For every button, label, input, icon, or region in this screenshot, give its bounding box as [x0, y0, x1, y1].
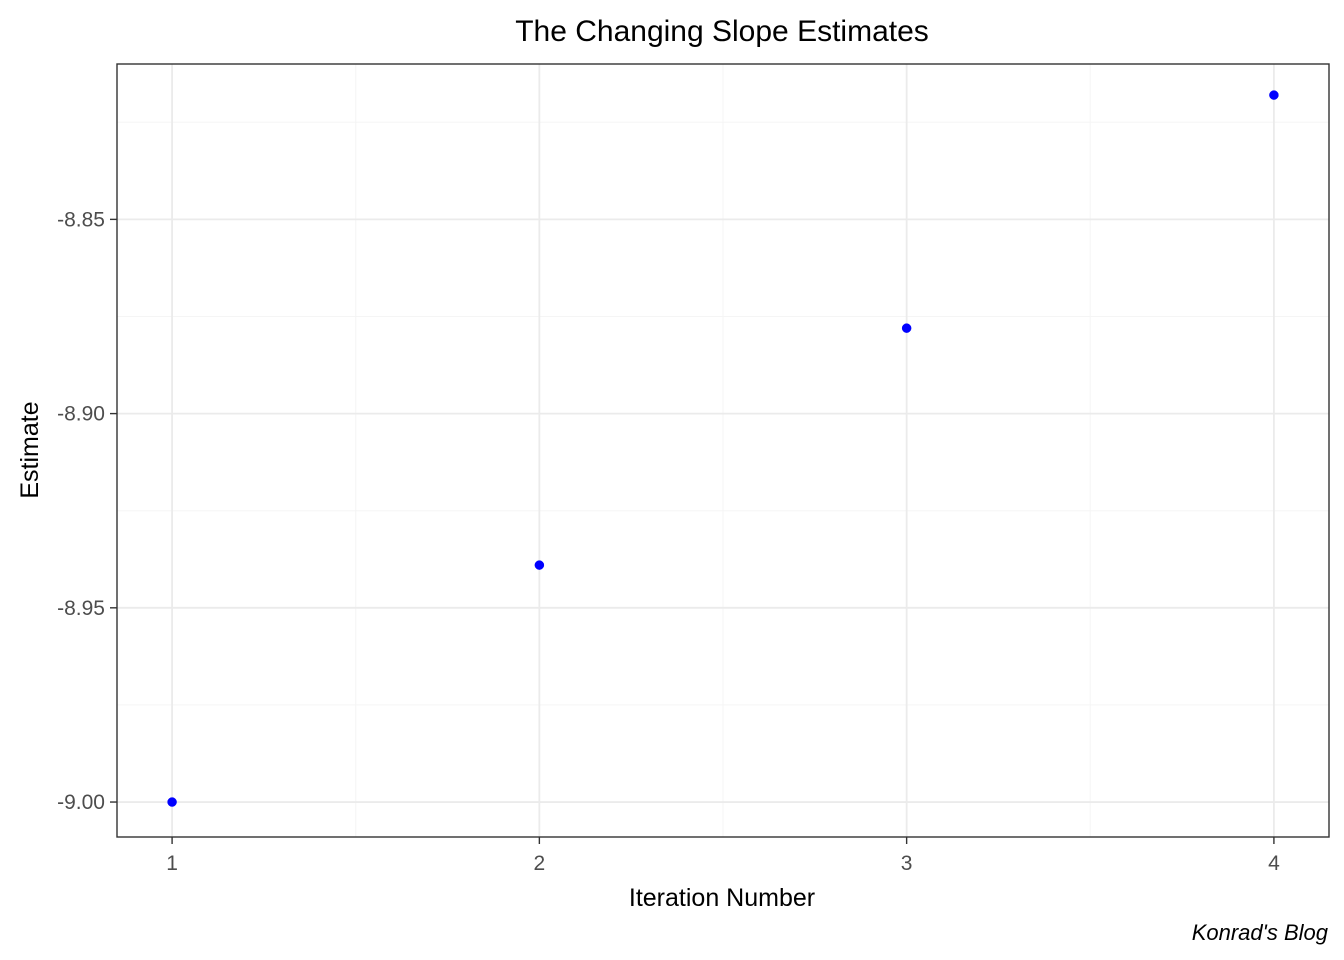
data-point	[1269, 90, 1279, 100]
y-axis-title: Estimate	[16, 401, 44, 498]
y-tick-label: -9.00	[57, 791, 105, 814]
chart-caption: Konrad's Blog	[1192, 920, 1329, 945]
x-tick-label: 2	[534, 852, 546, 875]
data-point	[167, 797, 177, 807]
data-point	[534, 560, 545, 570]
panel-border	[116, 63, 1330, 838]
x-tick-label: 3	[901, 852, 913, 875]
x-tick-label: 1	[166, 852, 178, 875]
y-tick-label: -8.90	[57, 403, 105, 426]
y-tick-label: -8.85	[57, 208, 105, 231]
chart-title: The Changing Slope Estimates	[515, 15, 929, 48]
data-point	[901, 323, 912, 333]
x-axis-title: Iteration Number	[629, 884, 815, 912]
grid-layer	[117, 64, 1329, 837]
points-layer	[167, 90, 1279, 807]
ticks-layer: 1 2 3 4 -9.00 -8.95 -8.90 -8.85	[57, 208, 1280, 875]
x-tick-label: 4	[1268, 852, 1280, 875]
y-tick-label: -8.95	[57, 597, 105, 620]
